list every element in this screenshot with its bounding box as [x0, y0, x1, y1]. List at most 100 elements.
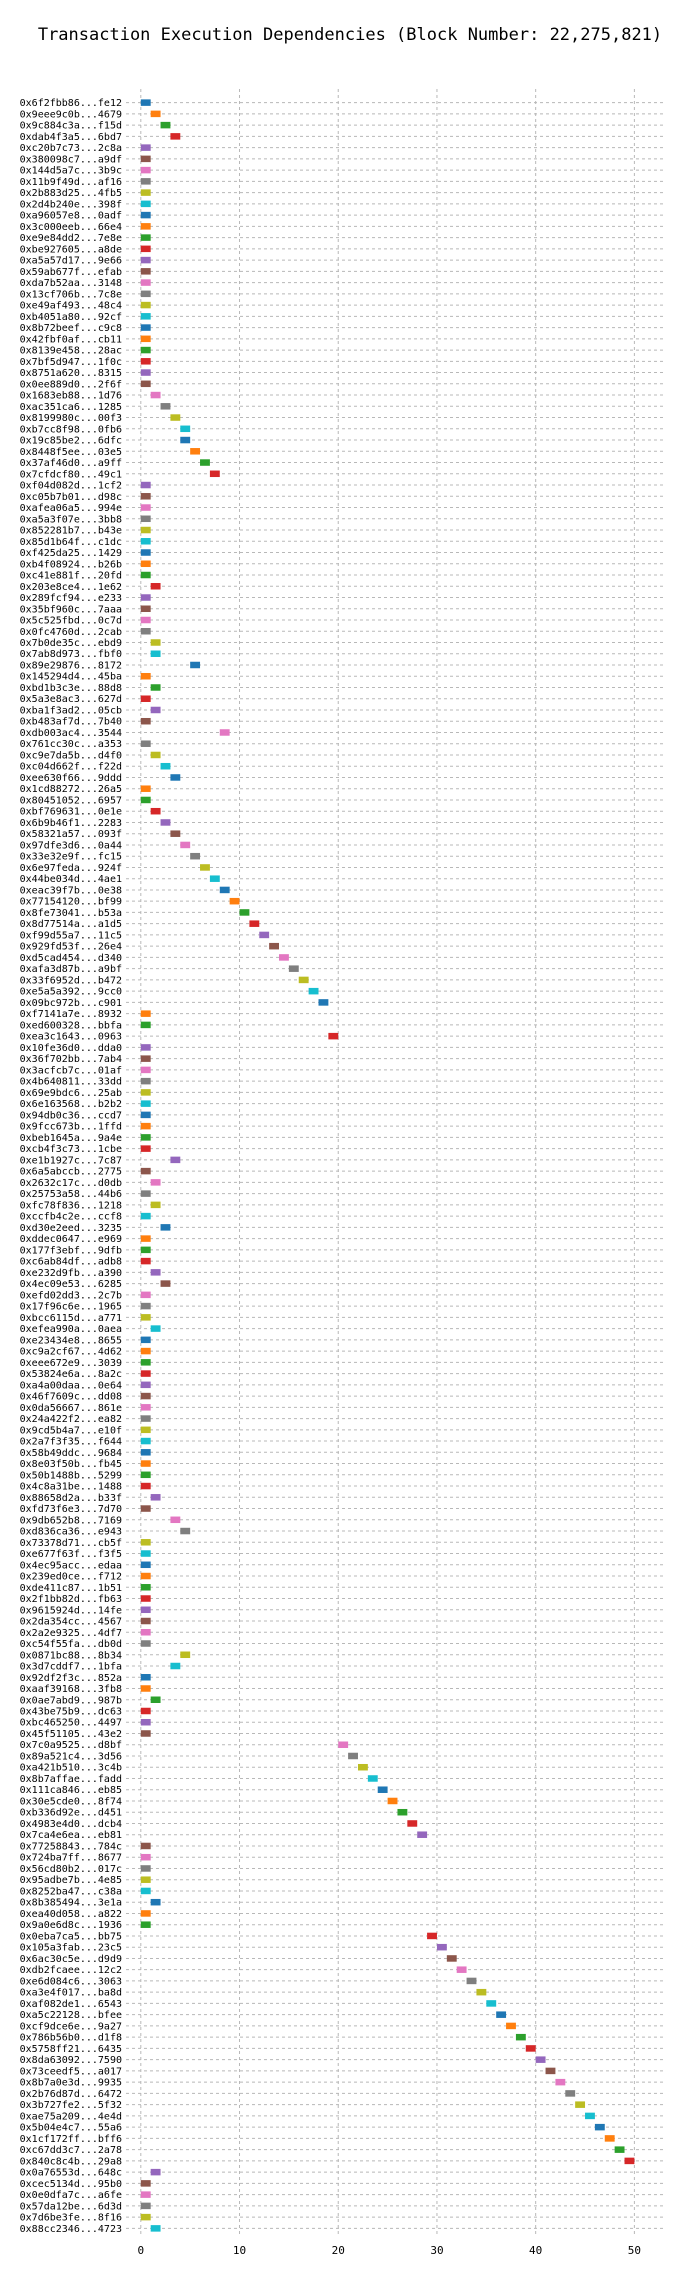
tx-bar	[180, 425, 191, 433]
tx-bar	[140, 1584, 151, 1591]
tx-hash-label: 0x9fcc673b...1ffd	[20, 1122, 122, 1133]
tx-bar	[160, 819, 171, 826]
tx-bar	[140, 1347, 151, 1355]
tx-bar	[150, 1269, 161, 1276]
tx-hash-label: 0x5a3e8ac3...627d	[20, 694, 122, 705]
tx-hash-label: 0x0ee889d0...2f6f	[20, 379, 122, 390]
tx-bar	[140, 200, 151, 208]
tx-bar	[140, 1212, 151, 1220]
tx-hash-label: 0x0a76553d...648c	[20, 2168, 122, 2179]
tx-hash-label: 0xdb2fcaee...12c2	[20, 1965, 122, 1976]
tx-hash-label: 0x2f1bb82d...fb63	[20, 1594, 122, 1605]
tx-hash-label: 0x8e03f50b...fb45	[20, 1459, 122, 1470]
tx-bar	[140, 1167, 151, 1175]
tx-hash-label: 0x8252ba47...c38a	[20, 1886, 122, 1897]
tx-bar	[140, 1550, 151, 1557]
tx-hash-label: 0x8b385494...3e1a	[20, 1898, 122, 1909]
tx-bar	[140, 1842, 151, 1850]
tx-hash-label: 0x2d4b240e...398f	[20, 199, 122, 210]
tx-hash-label: 0x30e5cde0...8f74	[20, 1796, 122, 1807]
tx-hash-label: 0x43be75b9...dc63	[20, 1706, 122, 1717]
tx-hash-label: 0x8751a620...8315	[20, 368, 122, 379]
tx-hash-label: 0x1cf172ff...bff6	[20, 2134, 122, 2145]
tx-bar	[190, 661, 201, 669]
x-tick-label: 0	[137, 2244, 144, 2257]
tx-bar	[170, 1662, 181, 1670]
tx-hash-label: 0x42fbf0af...cb11	[20, 334, 122, 345]
tx-hash-label: 0xbe927605...a8de	[20, 244, 122, 255]
tx-bar	[150, 110, 161, 118]
tx-hash-label: 0xc6ab84df...adb8	[20, 1257, 122, 1268]
tx-bar	[219, 886, 230, 894]
tx-bar	[140, 1437, 151, 1445]
tx-hash-label: 0xf04d082d...1cf2	[20, 481, 122, 492]
tx-bar	[506, 2022, 516, 2030]
tx-bar	[367, 1775, 378, 1782]
tx-bar	[140, 279, 151, 286]
tx-bar	[594, 2123, 605, 2131]
tx-bar	[140, 155, 151, 163]
tx-bar	[140, 290, 151, 298]
x-tick-label: 30	[430, 2244, 443, 2257]
tx-bar	[150, 2225, 161, 2232]
tx-bar	[140, 234, 151, 241]
tx-hash-label: 0x8b7affae...fadd	[20, 1774, 122, 1785]
tx-bar	[140, 740, 151, 747]
tx-bar	[140, 1122, 151, 1130]
tx-bar	[140, 1291, 151, 1299]
tx-bar	[259, 931, 270, 939]
tx-bar	[575, 2101, 586, 2108]
tx-bar	[348, 1752, 358, 1760]
tx-hash-label: 0x7c0a9525...d8bf	[20, 1740, 122, 1751]
tx-bar	[140, 594, 151, 601]
tx-hash-label: 0x6ac30c5e...d9d9	[20, 1954, 122, 1965]
tx-hash-label: 0xbc465250...4497	[20, 1718, 122, 1729]
tx-bar	[140, 628, 151, 635]
tx-hash-label: 0x5758ff21...6435	[20, 2044, 122, 2055]
tx-bar	[140, 1134, 151, 1141]
tx-bar	[279, 954, 289, 961]
tx-hash-label: 0x11b9f49d...af16	[20, 177, 122, 188]
tx-hash-label: 0x58321a57...093f	[20, 829, 122, 840]
tx-hash-label: 0x0eba7ca5...bb75	[20, 1931, 122, 1942]
tx-bar	[140, 1055, 151, 1062]
tx-bar	[140, 1370, 151, 1377]
tx-bar	[140, 1572, 151, 1580]
tx-bar	[140, 1853, 151, 1861]
tx-hash-label: 0xe1b1927c...7c87	[20, 1155, 122, 1166]
tx-bar	[140, 1449, 151, 1456]
tx-hash-label: 0x724ba7ff...8677	[20, 1853, 122, 1864]
tx-bar	[140, 313, 151, 320]
tx-bar	[140, 1730, 151, 1737]
tx-bar	[535, 2056, 546, 2063]
tx-bar	[150, 807, 161, 815]
tx-hash-label: 0xe49af493...48c4	[20, 301, 122, 312]
tx-hash-label: 0xaaf39168...3fb8	[20, 1684, 122, 1695]
tx-bar	[219, 729, 230, 736]
tx-bar	[160, 121, 171, 129]
tx-hash-label: 0xea3c1643...0963	[20, 1032, 122, 1043]
tx-hash-label: 0xac351ca6...1285	[20, 402, 122, 413]
tx-hash-label: 0x77258843...784c	[20, 1841, 122, 1852]
tx-bar	[308, 987, 319, 995]
tx-hash-label: 0x8b72beef...c9c8	[20, 323, 122, 334]
tx-hash-label: 0xd30e2eed...3235	[20, 1223, 122, 1234]
tx-bar	[486, 2000, 497, 2007]
tx-hash-label: 0x46f7609c...dd08	[20, 1392, 122, 1403]
tx-hash-label: 0xc54f55fa...db0d	[20, 1639, 122, 1650]
tx-hash-label: 0x4ec09e53...6285	[20, 1279, 122, 1290]
tx-bar	[140, 2202, 151, 2210]
tx-hash-label: 0xc9a2cf67...4d62	[20, 1347, 122, 1358]
tx-bar	[140, 1190, 151, 1197]
tx-bar	[229, 897, 240, 905]
tx-bar	[140, 1629, 151, 1636]
tx-hash-label: 0x9db652b8...7169	[20, 1515, 122, 1526]
tx-hash-label: 0x97dfe3d6...0a44	[20, 840, 122, 851]
tx-bar	[140, 560, 151, 568]
tx-hash-label: 0xc9e7da5b...d4f0	[20, 750, 122, 761]
tx-bar	[140, 144, 151, 151]
tx-hash-label: 0xa3e4f017...ba8d	[20, 1988, 122, 1999]
tx-hash-label: 0x9eee9c0b...4679	[20, 109, 122, 120]
tx-bar	[150, 1494, 161, 1501]
tx-hash-label: 0xb4051a80...92cf	[20, 312, 122, 323]
